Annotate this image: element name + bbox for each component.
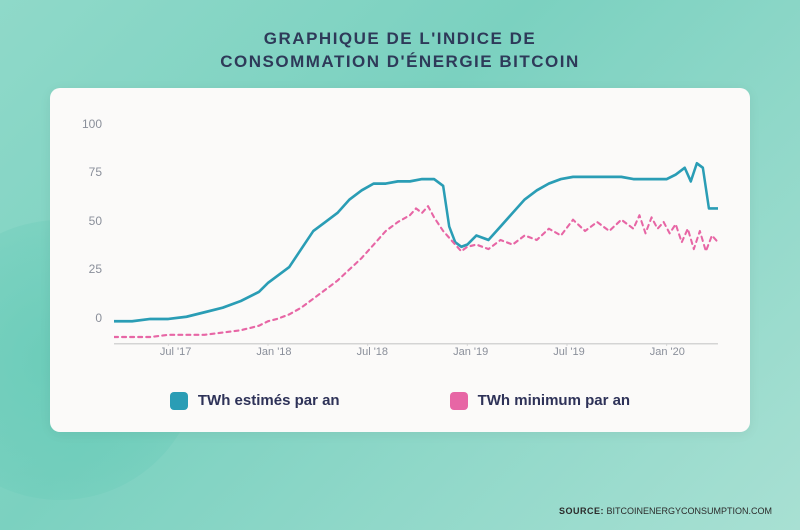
chart-card: 1007550250 Jul '17Jan '18Jul '18Jan '19J… [50,88,750,432]
y-tick: 25 [82,263,102,275]
source-label: SOURCE: [559,506,604,516]
y-tick: 100 [82,118,102,130]
x-tick: Jan '20 [650,346,685,358]
title-line-2: CONSOMMATION D'ÉNERGIE BITCOIN [220,52,579,71]
series-minimum [114,206,718,337]
legend-label: TWh estimés par an [198,392,340,409]
chart-area: 100 75 50 25 0 [82,116,718,346]
title-line-1: GRAPHIQUE DE L'INDICE DE [264,29,536,48]
source-attribution: SOURCE: BITCOINENERGYCONSUMPTION.COM [559,506,772,516]
legend-item-minimum: TWh minimum par an [450,392,631,410]
chart-title: GRAPHIQUE DE L'INDICE DE CONSOMMATION D'… [0,0,800,88]
plot-region [114,116,718,346]
y-tick: 50 [82,215,102,227]
x-axis: Jul '17 Jan '18 Jul '18 Jan '19 Jul '19 Jan '… [122,346,718,362]
x-tick: Jan '19 [453,346,488,358]
chart-svg [114,116,718,346]
x-tick: Jul '19 [553,346,584,358]
legend-swatch [450,392,468,410]
y-tick: 0 [82,312,102,324]
legend-label: TWh minimum par an [478,392,631,409]
y-axis: 100 75 50 25 0 [82,116,114,346]
x-tick: Jul '18 [357,346,388,358]
x-tick: Jul '17 [160,346,191,358]
series-estimated [114,163,718,321]
legend-item-estimated: TWh estimés par an [170,392,340,410]
y-tick: 75 [82,166,102,178]
legend-swatch [170,392,188,410]
source-value: BITCOINENERGYCONSUMPTION.COM [606,506,772,516]
legend: TWh estimés par an TWh minimum par an [82,392,718,410]
x-tick: Jan '18 [256,346,291,358]
